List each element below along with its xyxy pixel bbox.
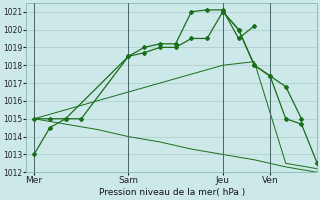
X-axis label: Pression niveau de la mer( hPa ): Pression niveau de la mer( hPa ) <box>99 188 245 197</box>
